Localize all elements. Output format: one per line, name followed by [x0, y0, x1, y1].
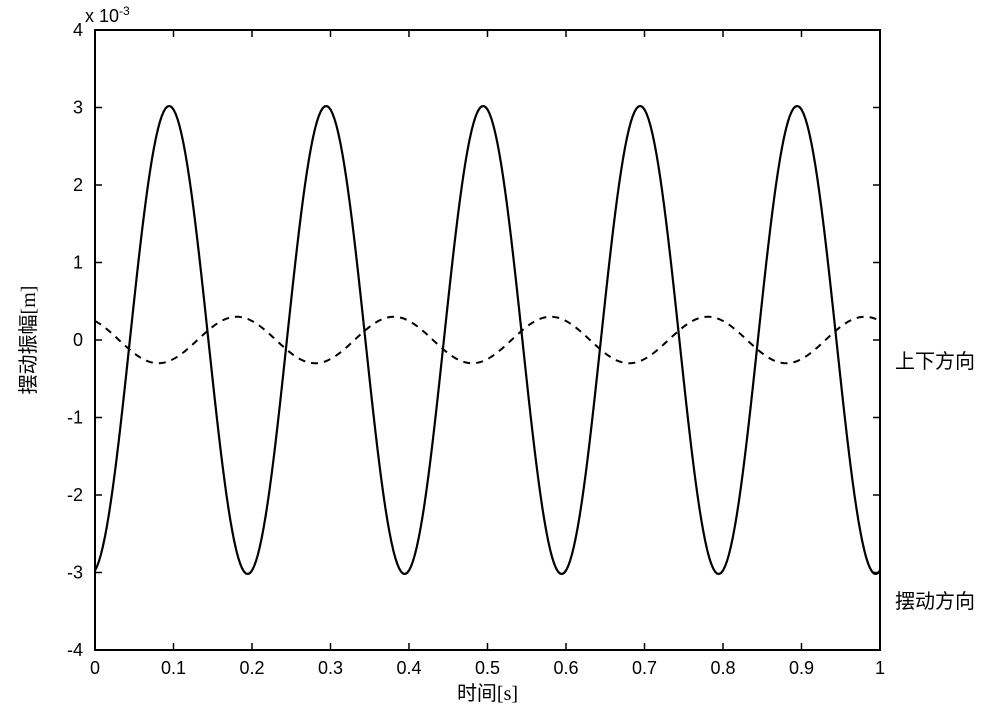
y-tick-label: -2 — [67, 485, 83, 505]
x-tick-label: 0.4 — [396, 658, 421, 678]
x-tick-label: 0.9 — [789, 658, 814, 678]
y-exponent-label: x 10-3 — [85, 4, 130, 26]
series-solid — [95, 106, 880, 574]
x-tick-label: 0.8 — [710, 658, 735, 678]
x-axis-label: 时间[s] — [457, 682, 518, 705]
oscillation-chart: 0 0.1 0.2 0.3 0.4 0.5 0.6 0.7 0.8 0.9 1 -4 -3 -2 -1 0 1 2… — [0, 0, 1000, 715]
y-tick-label: 0 — [73, 330, 83, 350]
x-tick-label: 0.1 — [161, 658, 186, 678]
y-tick-label: 3 — [73, 98, 83, 118]
y-tick-label: -1 — [67, 408, 83, 428]
x-tick-label: 0.2 — [239, 658, 264, 678]
y-axis-label: 摆动振幅[m] — [17, 286, 40, 395]
x-tick-label: 0.6 — [553, 658, 578, 678]
x-tick-label: 0.7 — [632, 658, 657, 678]
x-tick-label: 0.3 — [318, 658, 343, 678]
x-tick-label: 1 — [875, 658, 885, 678]
y-tick-label: 4 — [73, 20, 83, 40]
series-dashed — [95, 317, 880, 364]
y-tick-label: 1 — [73, 253, 83, 273]
y-tick-label: -3 — [67, 563, 83, 583]
x-tick-label: 0.5 — [475, 658, 500, 678]
chart-svg: 0 0.1 0.2 0.3 0.4 0.5 0.6 0.7 0.8 0.9 1 -4 -3 -2 -1 0 1 2… — [0, 0, 1000, 715]
y-tick-label: -4 — [67, 640, 83, 660]
series-annotation: 上下方向 — [895, 350, 975, 373]
y-tick-label: 2 — [73, 175, 83, 195]
series-annotation: 摆动方向 — [895, 590, 975, 613]
x-tick-label: 0 — [90, 658, 100, 678]
